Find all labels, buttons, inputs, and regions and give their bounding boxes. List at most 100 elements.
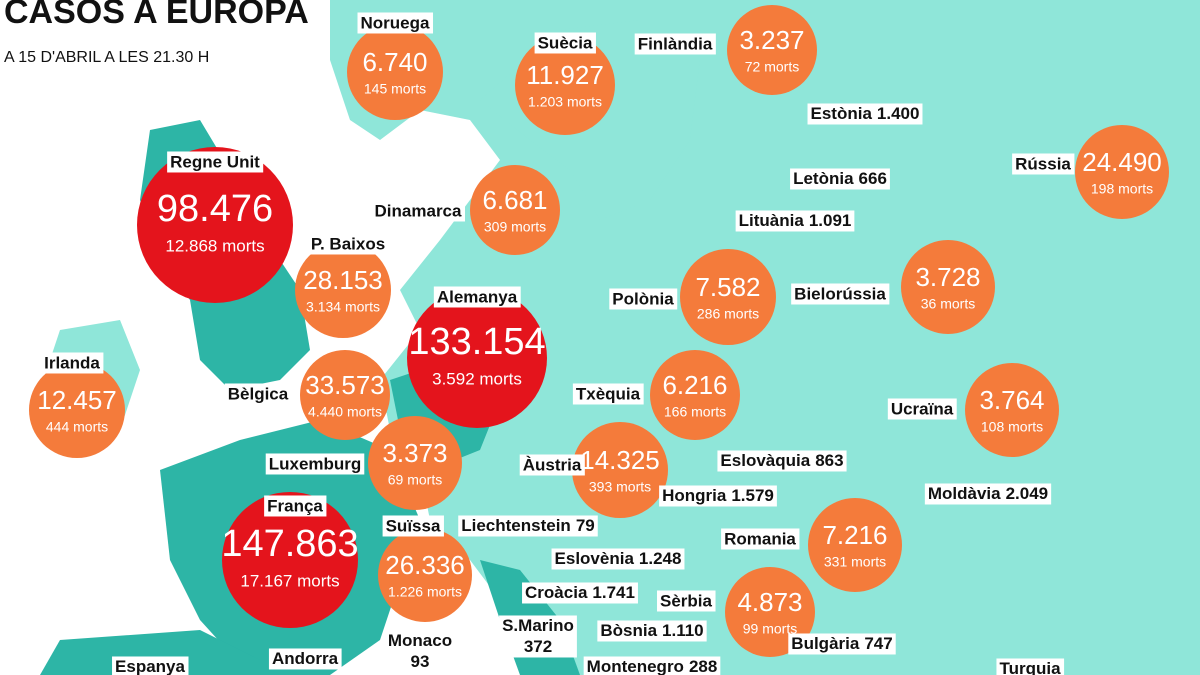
label-text: Hongria 1.579 — [662, 486, 774, 505]
country-bubble: 7.582 286 morts Polònia — [609, 249, 776, 345]
bubble — [515, 35, 615, 135]
label-bg — [996, 658, 1065, 675]
label-text: Liechtenstein 79 — [461, 516, 595, 535]
country-name: Sèrbia — [660, 591, 713, 610]
cases: 7.216 — [822, 520, 887, 550]
country-label: Liechtenstein 79 — [458, 515, 598, 537]
cases: 26.336 — [385, 550, 465, 580]
country-bubble: 6.681 309 morts Dinamarca — [371, 165, 560, 255]
label-text: S.Marino 372 — [502, 616, 574, 656]
country-name: Bielorússia — [794, 284, 886, 303]
bubble — [347, 24, 443, 120]
country-bubble: 14.325 393 morts Àustria — [519, 422, 668, 518]
label-bg — [433, 286, 521, 308]
country-label: Eslovàquia 863 — [717, 450, 847, 472]
label-bg — [41, 352, 104, 374]
label-bg — [721, 528, 800, 550]
label-bg — [268, 648, 342, 670]
label-text: Eslovàquia 863 — [720, 451, 843, 470]
country-name: Àustria — [523, 455, 582, 474]
label-bg — [1012, 153, 1075, 175]
cases: 28.153 — [303, 265, 383, 295]
deaths: 198 morts — [1091, 181, 1153, 197]
label-bg — [384, 630, 456, 673]
country-name: Rússia — [1015, 154, 1071, 173]
label-bg — [597, 620, 707, 642]
bubble — [1075, 125, 1169, 219]
deaths: 3.134 morts — [306, 299, 380, 315]
bubble — [901, 240, 995, 334]
label-bg — [791, 283, 890, 305]
cases: 33.573 — [305, 370, 385, 400]
label-name: Monaco — [388, 631, 452, 650]
deaths: 145 morts — [364, 81, 426, 97]
country-bubble: 11.927 1.203 morts Suècia — [515, 32, 615, 135]
label-text: Monaco 93 — [388, 631, 452, 671]
label-text: Bòsnia 1.110 — [600, 621, 703, 640]
label-bg — [499, 615, 577, 658]
label-bg — [264, 495, 327, 517]
title: CASOS A EUROPA — [4, 0, 309, 31]
spain — [40, 630, 260, 675]
country-bubble: 3.728 36 morts Bielorússia — [791, 240, 995, 334]
country-name: Finlàndia — [638, 34, 713, 53]
label-cases: 1.400 — [877, 104, 920, 123]
label-bg — [572, 383, 644, 405]
label-bg — [224, 383, 292, 405]
label-text: Moldàvia 2.049 — [928, 484, 1048, 503]
label-bg — [458, 515, 598, 537]
deaths: 1.203 morts — [528, 94, 602, 110]
label-bg — [112, 656, 189, 675]
bubble — [808, 498, 902, 592]
continent — [330, 0, 1200, 675]
country-label: Montenegro 288 — [583, 656, 721, 675]
country-name: Suïssa — [386, 516, 441, 535]
bubble — [368, 416, 462, 510]
country-label: Espanya — [112, 656, 189, 675]
bubble — [407, 288, 547, 428]
country-bubble: 7.216 331 morts Romania — [721, 498, 902, 592]
country-label: Estònia 1.400 — [807, 103, 923, 125]
cases: 98.476 — [157, 188, 273, 230]
label-text: Estònia 1.400 — [811, 104, 920, 123]
label-bg — [924, 483, 1052, 505]
label-bg — [657, 590, 716, 612]
cases: 4.873 — [737, 587, 802, 617]
cases: 3.764 — [979, 385, 1044, 415]
deaths: 99 morts — [743, 621, 797, 637]
country-bubble: 24.490 198 morts Rússia — [1012, 125, 1169, 219]
deaths: 3.592 morts — [432, 369, 522, 388]
label-cases: 1.579 — [731, 486, 774, 505]
country-bubble: 33.573 4.440 morts Bèlgica — [224, 350, 390, 440]
country-name: Romania — [724, 529, 796, 548]
bubble — [727, 5, 817, 95]
label-bg — [167, 151, 264, 173]
label-bg — [307, 233, 389, 255]
label-cases: 747 — [864, 634, 892, 653]
cases: 6.681 — [482, 185, 547, 215]
label-name: Letònia — [793, 169, 854, 188]
bubble — [650, 350, 740, 440]
country-label: Eslovènia 1.248 — [551, 548, 685, 570]
label-text: Montenegro 288 — [587, 657, 718, 675]
cases: 12.457 — [37, 385, 117, 415]
country-label: Bòsnia 1.110 — [597, 620, 707, 642]
label-name: Bulgària — [791, 634, 860, 653]
label-text: Andorra — [272, 649, 339, 668]
bubble — [572, 422, 668, 518]
cases: 6.740 — [362, 47, 427, 77]
header: CASOS A EUROPA A 15 D'ABRIL A LES 21.30 … — [4, 0, 309, 66]
label-name: S.Marino — [502, 616, 574, 635]
country-name: Luxemburg — [269, 454, 362, 473]
cases: 7.582 — [695, 272, 760, 302]
label-name: Estònia — [811, 104, 873, 123]
deaths: 17.167 morts — [240, 571, 339, 590]
deaths: 393 morts — [589, 479, 651, 495]
deaths: 72 morts — [745, 59, 799, 75]
country-bubble: 6.740 145 morts Noruega — [347, 12, 443, 120]
country-name: Noruega — [361, 13, 431, 32]
bubble — [222, 492, 358, 628]
country-name: Polònia — [612, 289, 674, 308]
deaths: 331 morts — [824, 554, 886, 570]
country-bubble: 26.336 1.226 morts Suïssa — [378, 515, 472, 622]
